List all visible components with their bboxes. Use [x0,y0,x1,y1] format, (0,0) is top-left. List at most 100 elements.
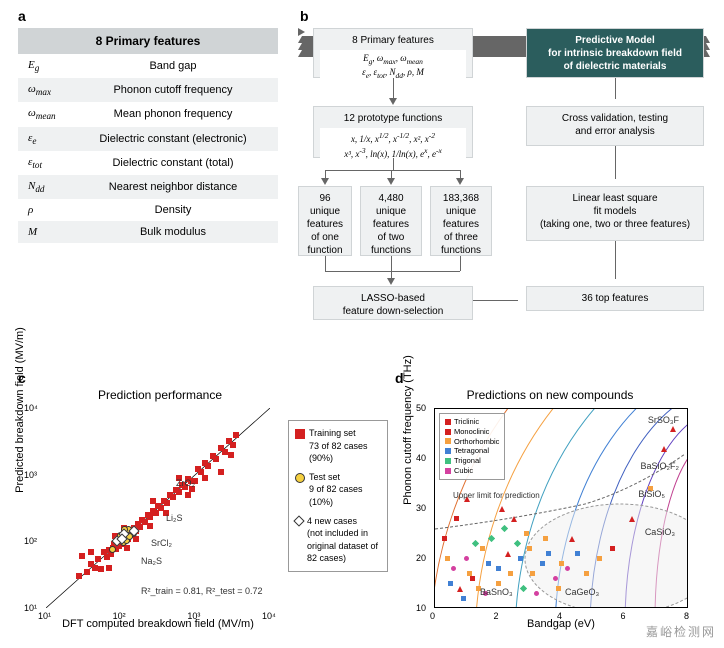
train-point [88,549,94,555]
chart-d-title: Predictions on new compounds [430,388,670,402]
compound-point [499,506,505,512]
feature-row: εtotDielectric constant (total) [18,151,278,175]
panel-a-label: a [18,8,26,24]
train-point [98,566,104,572]
panel-b-label: b [300,8,309,24]
compound-point [496,566,501,571]
annot-basio2f2: BaSiO₂F₂ [641,461,680,471]
feature-row: ωmeanMean phonon frequency [18,102,278,126]
train-point [84,569,90,575]
xtick: 8 [684,611,689,621]
ytick: 10³ [24,470,37,480]
feature-row: EgBand gap [18,54,278,78]
train-point [205,463,211,469]
train-point [164,500,170,506]
train-point [92,565,98,571]
compound-point [670,426,676,432]
chart-d: SrSO₃F BaSiO₂F₂ BiSiO₅ CaSiO₃ CaGeO₃ BaS… [434,408,688,608]
chart-c-title: Prediction performance [60,388,260,402]
ytick: 10 [416,603,426,613]
compound-point [543,536,548,541]
annot-zro2: ZrO₂ [176,478,195,488]
xtick: 10¹ [38,611,51,621]
compound-point [496,581,501,586]
chart-d-legend: TriclinicMonoclinicOrthorhombicTetragona… [439,413,505,480]
legend-new: 4 new cases(not included in original dat… [295,515,381,565]
train-point [76,573,82,579]
compound-point [610,546,615,551]
train-point [79,553,85,559]
train-point [230,442,236,448]
annot-li2s: Li₂S [166,513,183,523]
box-lasso: LASSO-based feature down-selection [313,286,473,320]
compound-point [470,576,475,581]
annot-na2s: Na₂S [141,556,162,566]
compound-point [534,591,539,596]
annot-srcl2: SrCl₂ [151,538,172,548]
feature-row: ρDensity [18,199,278,221]
box-primary: 8 Primary features Eg, ωmax, ωmeanεe, εt… [313,28,473,78]
box-prototype: 12 prototype functions x, 1/x, x1/2, x-1… [313,106,473,158]
train-point [213,456,219,462]
r2-text: R²_train = 0.81, R²_test = 0.72 [141,586,263,596]
compound-point [553,576,558,581]
compound-point [518,556,523,561]
box-36: 36 top features [526,286,704,311]
box-183368: 183,368 unique features of three functio… [430,186,492,256]
compound-point [467,571,472,576]
ytick: 10⁴ [24,403,38,413]
legend-train: Training set73 of 82 cases (90%) [295,427,381,465]
compound-point [505,551,511,557]
box-4480: 4,480 unique features of two functions [360,186,422,256]
feature-row: εeDielectric constant (electronic) [18,127,278,151]
compound-point [486,561,491,566]
legend-item: Orthorhombic [445,437,499,447]
legend-item: Triclinic [445,417,499,427]
ytick: 10² [24,536,37,546]
box-crossval: Cross validation, testing and error anal… [526,106,704,146]
train-point [202,475,208,481]
compound-point [559,561,564,566]
compound-point [461,596,466,601]
compound-point [457,586,463,592]
legend-item: Monoclinic [445,427,499,437]
train-point [176,489,182,495]
xtick: 10² [113,611,126,621]
train-point [185,492,191,498]
flowchart: 8 Primary features Eg, ωmax, ωmeanεe, εt… [298,28,710,57]
xtick: 0 [430,611,435,621]
compound-point [442,536,447,541]
annot-basno3: BaSnO₃ [480,587,513,597]
compound-point [508,571,513,576]
annot-srso3f: SrSO₃F [648,415,679,425]
train-point [147,523,153,529]
ytick: 50 [416,403,426,413]
chart-c-legend: Training set73 of 82 cases (90%) Test se… [288,420,388,572]
compound-point [527,546,532,551]
train-point [150,498,156,504]
annot-casio3: CaSiO₃ [645,527,675,537]
features-table: 8 Primary features EgBand gapωmaxPhonon … [18,28,278,243]
xtick: 6 [621,611,626,621]
upper-limit: Upper limit for prediction [453,491,540,500]
box-predict: Predictive Model for intrinsic breakdown… [526,28,704,78]
compound-point [511,516,517,522]
ytick: 20 [416,553,426,563]
annot-bisio5: BiSiO₅ [638,489,665,499]
ytick: 30 [416,503,426,513]
compound-point [597,556,602,561]
compound-point [448,581,453,586]
feature-row: ωmaxPhonon cutoff frequency [18,78,278,102]
compound-point [445,556,450,561]
compound-point [540,561,545,566]
compound-point [480,546,485,551]
compound-point [546,551,551,556]
xtick: 4 [557,611,562,621]
compound-point [464,556,469,561]
box-96: 96 unique features of one function [298,186,352,256]
train-point [218,469,224,475]
legend-item: Cubic [445,466,499,476]
train-point [228,452,234,458]
compound-point [530,571,535,576]
compound-point [569,536,575,542]
